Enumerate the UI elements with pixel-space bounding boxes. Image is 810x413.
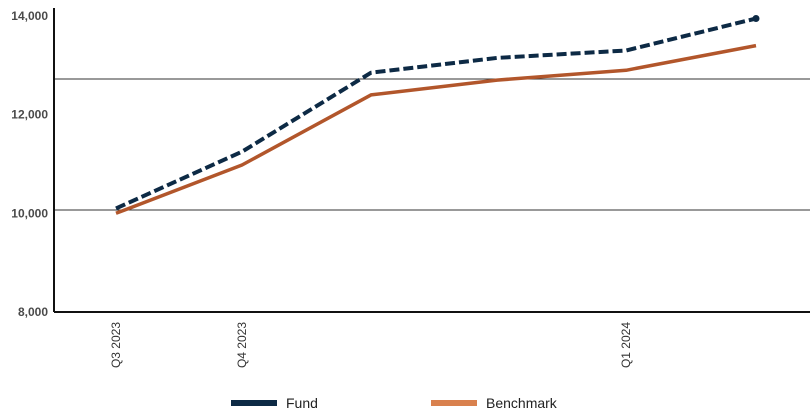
y-tick-label-8000: 8,000 (18, 305, 48, 319)
series-end-marker-fund (752, 14, 760, 22)
x-tick-labels: Q3 2023 Q4 2023 Q1 2024 (109, 322, 633, 368)
legend: Fund Benchmark (231, 395, 558, 411)
legend-swatch-fund (231, 400, 277, 406)
x-tick-label-2023-07: Q3 2023 (109, 322, 123, 368)
legend-label-fund: Fund (286, 395, 318, 411)
series-line-fund (115, 16, 757, 211)
gridlines (54, 78, 810, 211)
axes (53, 8, 810, 313)
y-tick-labels: 8,000 10,000 12,000 14,000 (11, 9, 48, 319)
y-tick-label-14000: 14,000 (11, 9, 48, 23)
legend-label-benchmark: Benchmark (486, 395, 558, 411)
series-line-benchmark (115, 43, 757, 215)
series-lines (115, 14, 760, 215)
y-tick-label-10000: 10,000 (11, 206, 48, 220)
y-tick-label-12000: 12,000 (11, 108, 48, 122)
legend-swatch-benchmark (431, 400, 477, 406)
x-tick-label-2023-10: Q4 2023 (235, 322, 249, 368)
x-tick-label-2024-04: Q1 2024 (619, 322, 633, 368)
